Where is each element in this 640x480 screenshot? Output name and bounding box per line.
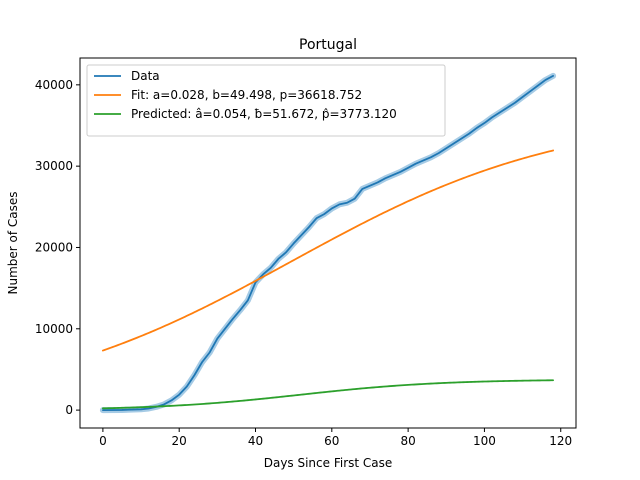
legend-entry-label: Predicted: â=0.054, ƀ=51.672, p̂=3773.12… xyxy=(131,107,397,121)
x-tick-label: 0 xyxy=(99,434,107,448)
x-tick-label: 100 xyxy=(473,434,496,448)
legend: Data Fit: a=0.028, b=49.498, p=36618.752 P… xyxy=(86,64,446,137)
y-tick-label: 20000 xyxy=(35,240,73,254)
series-line-0 xyxy=(101,74,555,412)
y-tick-label: 10000 xyxy=(35,322,73,336)
y-axis-label: Number of Cases xyxy=(6,191,20,294)
x-tick-label: 40 xyxy=(248,434,263,448)
x-axis-label: Days Since First Case xyxy=(264,456,393,470)
legend-box xyxy=(86,64,446,137)
legend-entry-label: Data xyxy=(131,69,160,83)
legend-entry-label: Fit: a=0.028, b=49.498, p=36618.752 xyxy=(131,88,362,102)
x-axis-ticks: 0 20 40 60 80 100 120 xyxy=(99,428,572,448)
x-tick-label: 20 xyxy=(172,434,187,448)
y-tick-label: 30000 xyxy=(35,159,73,173)
x-tick-label: 80 xyxy=(400,434,415,448)
chart-title: Portugal xyxy=(299,37,357,53)
x-tick-label: 60 xyxy=(324,434,339,448)
y-tick-label: 0 xyxy=(65,403,73,417)
axes-frame xyxy=(79,57,577,429)
y-tick-label: 40000 xyxy=(35,78,73,92)
y-axis-ticks: 0 10000 20000 30000 40000 xyxy=(35,78,80,417)
series-layer xyxy=(99,72,557,414)
x-tick-label: 120 xyxy=(549,434,572,448)
series-line-1 xyxy=(101,149,555,352)
series-line-2 xyxy=(101,379,555,410)
